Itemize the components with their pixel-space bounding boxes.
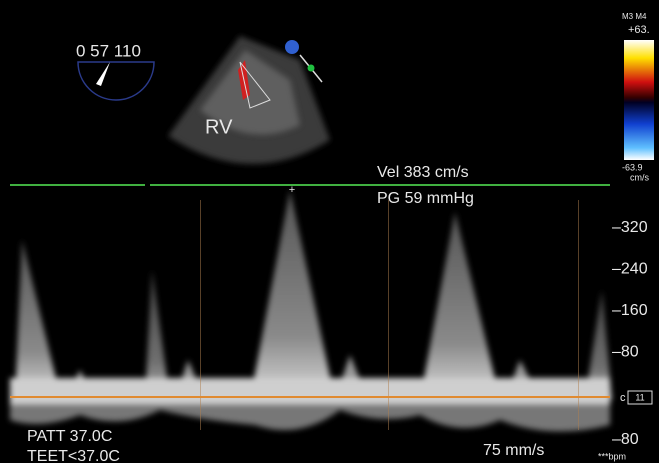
color-bar-header: M3 M4 — [622, 12, 647, 21]
color-bar-top: +63. — [628, 24, 650, 36]
caliper: + — [289, 184, 295, 196]
scale-label: –160 — [612, 302, 648, 319]
scale-bottom: –80 — [612, 431, 639, 448]
gradient: PG 59 mmHg — [377, 190, 474, 207]
velocity: Vel 383 cm/s — [377, 164, 469, 181]
color-bar-bottom: -63.9 — [622, 162, 643, 172]
baseline-label: c — [620, 392, 626, 404]
sweep-speed: 75 mm/s — [483, 442, 544, 459]
scale-label: –240 — [612, 261, 648, 278]
heart-rate: ***bpm — [598, 451, 626, 461]
chamber-label: RV — [205, 116, 233, 138]
baseline-box: 11 — [635, 392, 644, 402]
tee-temp: TEET<37.0C — [27, 448, 120, 463]
patient-temp: PATT 37.0C — [27, 428, 112, 445]
ultrasound-screen: 0 57 110 RV M3 M4 +63. -63.9 cm/s — [0, 0, 659, 463]
scale-label: –80 — [612, 344, 639, 361]
angle-labels: 0 57 110 — [76, 41, 141, 60]
scale-label: –320 — [612, 219, 648, 236]
color-bar-unit: cm/s — [630, 172, 649, 182]
